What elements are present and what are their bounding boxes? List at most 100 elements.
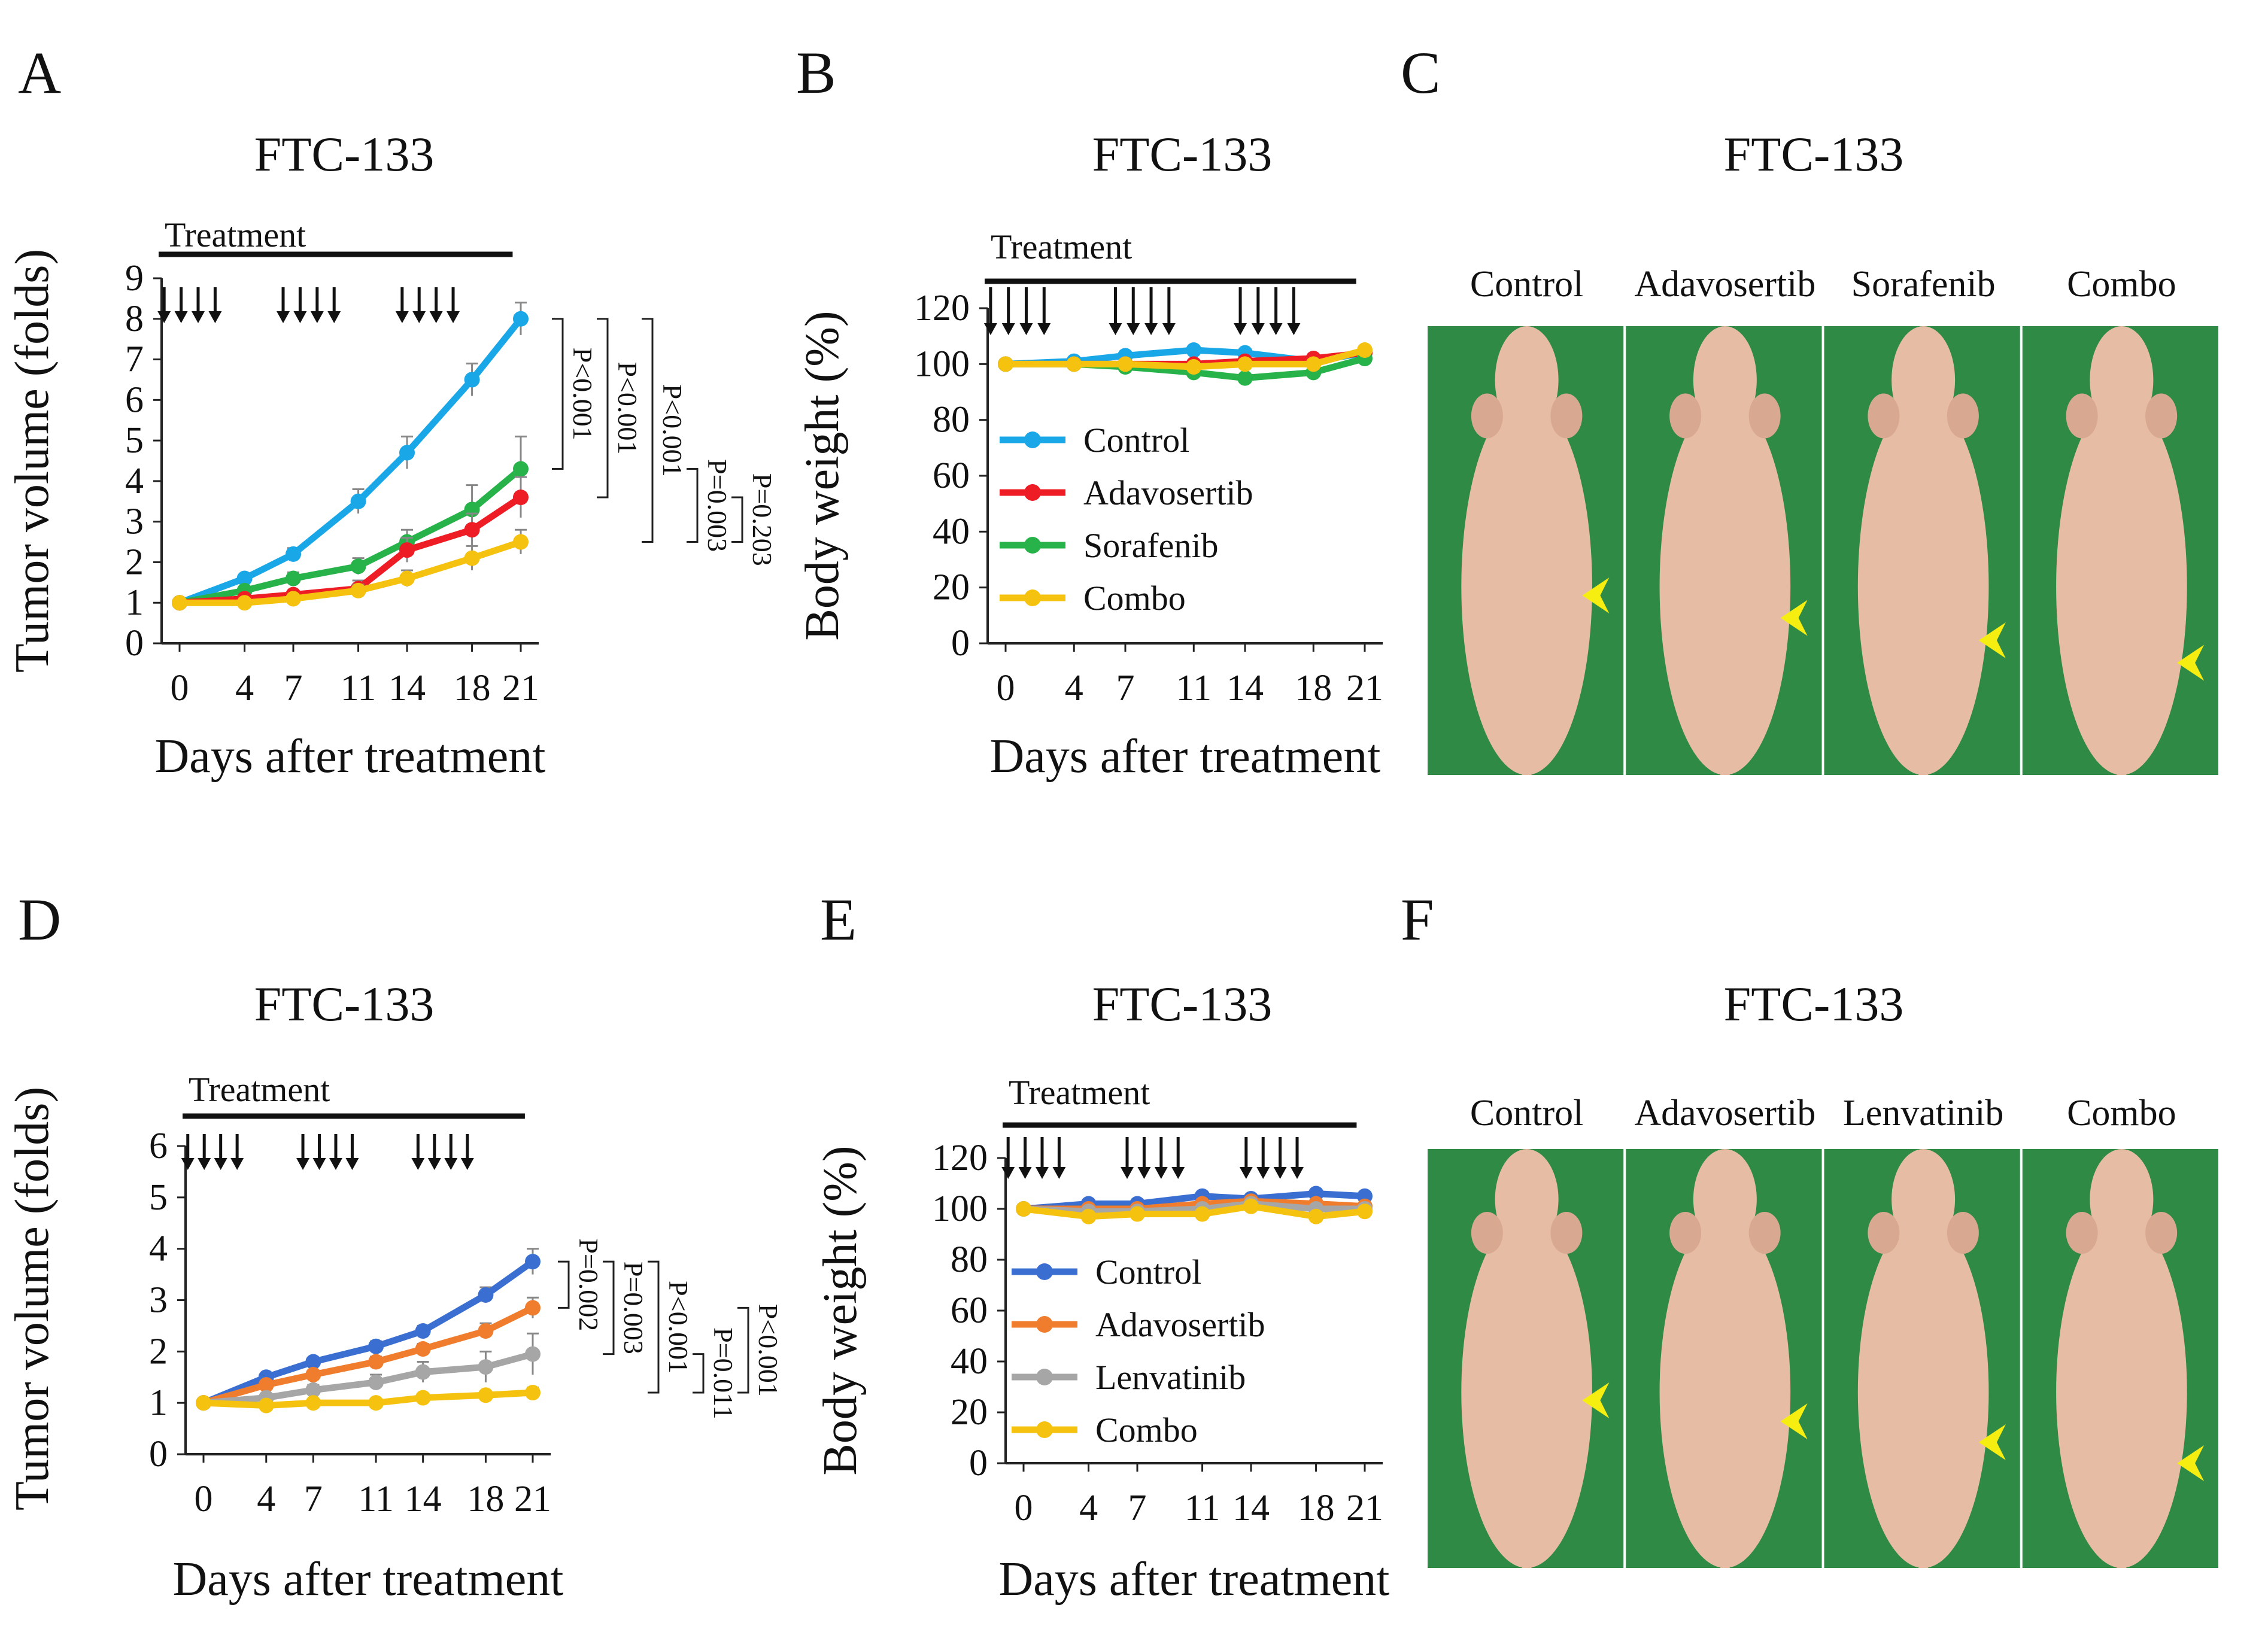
x-tick-label-b: 7 [1116, 668, 1135, 709]
data-point [286, 591, 301, 607]
mouse-ear [2145, 393, 2178, 439]
photo-label-f: Adavosertib [1634, 1093, 1815, 1133]
p-value-label: P=0.203 [747, 473, 778, 566]
y-tick-label-d: 0 [149, 1434, 168, 1475]
panel-letter-a: A [18, 39, 61, 106]
mouse-tail [2117, 752, 2127, 775]
x-tick-label-d: 4 [257, 1479, 275, 1519]
series-d-adavosertib [196, 1296, 541, 1411]
data-point [368, 1374, 384, 1390]
mouse-head [2090, 1149, 2154, 1250]
data-point [415, 1364, 431, 1380]
y-tick-label-b: 80 [933, 400, 970, 440]
y-tick-label-d: 5 [149, 1177, 168, 1218]
mouse-body [2056, 1216, 2187, 1568]
y-tick-label-d: 3 [149, 1280, 168, 1321]
legend-marker [1024, 484, 1041, 501]
data-point [1308, 1208, 1324, 1224]
treatment-arrow-b [1127, 287, 1140, 335]
treatment-arrow-d [411, 1134, 425, 1170]
p-value-bracket-d: P=0.002 [558, 1238, 604, 1331]
y-tick-label-b: 120 [914, 288, 970, 329]
treatment-arrow-d [181, 1134, 195, 1170]
p-value-bracket-d: P=0.011 [693, 1327, 739, 1419]
panel-title-e: FTC-133 [1092, 977, 1273, 1031]
data-point [1243, 1198, 1259, 1214]
treatment-arrow-e [1239, 1137, 1253, 1179]
data-point [399, 445, 415, 461]
p-value-bracket-a: P<0.001 [597, 318, 643, 499]
legend-marker [1024, 589, 1041, 606]
data-point [172, 595, 187, 611]
treatment-arrow-b [983, 287, 997, 335]
data-point [258, 1397, 274, 1414]
data-point [1357, 342, 1373, 358]
mouse-ear [1550, 1212, 1583, 1254]
treatment-arrow-b [1234, 287, 1247, 335]
treatment-arrow-a [192, 287, 205, 323]
treatment-arrow-a [157, 287, 171, 323]
treatment-arrow-a [429, 287, 443, 323]
mouse-ear [2145, 1212, 2178, 1254]
bracket-line [648, 1260, 660, 1394]
treatment-arrow-d [312, 1134, 326, 1170]
data-point [525, 1385, 541, 1400]
mouse-ear [1947, 393, 1979, 439]
p-value-label: P=0.003 [618, 1262, 649, 1354]
treatment-arrow-e [1001, 1137, 1015, 1179]
chart-b-body-weight: 0 20 40 60 80 100 120 0 4 7 11 14 18 21 Days after tre… [796, 227, 1383, 783]
data-point [1186, 342, 1202, 358]
treatment-arrow-a [310, 287, 324, 323]
p-value-label: P<0.001 [663, 1281, 694, 1373]
treatment-arrow-e [1171, 1137, 1185, 1179]
treatment-arrow-d [345, 1134, 359, 1170]
treatment-arrow-b [1019, 287, 1033, 335]
p-value-label: P=0.002 [573, 1238, 604, 1331]
bracket-line [687, 468, 699, 543]
y-tick-label-a: 9 [125, 258, 144, 299]
treatment-arrow-a [395, 287, 409, 323]
panel-title-f: FTC-133 [1724, 977, 1904, 1031]
y-tick-label-a: 8 [125, 299, 144, 339]
mouse-head [1891, 326, 1956, 434]
x-axis-label-d: Days after treatment [172, 1553, 563, 1606]
mouse-body [2056, 398, 2187, 775]
data-point [368, 1395, 384, 1411]
p-value-label: P<0.001 [657, 384, 688, 477]
p-value-bracket-d: P=0.003 [603, 1260, 649, 1355]
data-point [1118, 356, 1133, 372]
legend-item-b: Control [1000, 421, 1189, 460]
legend-label: Lenvatinib [1095, 1358, 1246, 1397]
mouse-ear [1471, 393, 1503, 439]
bracket-line [737, 1306, 749, 1394]
treatment-arrow-b [1109, 287, 1122, 335]
data-point [305, 1395, 321, 1411]
data-point [1357, 1203, 1373, 1220]
mouse-photo-c-combo [2022, 326, 2218, 775]
mouse-photo-f-adavosertib [1626, 1149, 1822, 1568]
x-tick-label-a: 21 [502, 668, 539, 709]
data-point [478, 1387, 494, 1403]
data-point [513, 534, 529, 550]
tumor-arrowhead-icon [2177, 1445, 2205, 1481]
x-tick-label-e: 21 [1346, 1488, 1383, 1528]
p-value-bracket-a: P<0.001 [552, 318, 598, 470]
mouse-head [1693, 326, 1757, 434]
x-tick-label-e: 11 [1185, 1488, 1220, 1528]
mouse-ear [1669, 393, 1702, 439]
treatment-arrow-d [460, 1134, 474, 1170]
treatment-arrow-b [1037, 287, 1051, 335]
p-value-bracket-a: P=0.203 [731, 473, 778, 566]
legend-item-e: Lenvatinib [1012, 1358, 1246, 1397]
mouse-tail [1522, 1547, 1532, 1568]
data-point [236, 595, 253, 611]
data-point [1016, 1201, 1031, 1217]
data-point [415, 1341, 431, 1357]
x-tick-label-b: 0 [997, 668, 1015, 709]
mouse-head [2090, 326, 2154, 434]
legend-item-e: Control [1012, 1253, 1201, 1291]
treatment-label-e: Treatment [1009, 1073, 1150, 1112]
data-point [286, 570, 301, 586]
legend-item-b: Adavosertib [1000, 473, 1253, 512]
x-tick-label-b: 4 [1065, 668, 1083, 709]
